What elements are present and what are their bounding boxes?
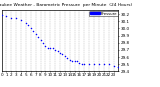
Point xyxy=(20,19,22,20)
Point xyxy=(44,45,47,46)
Point xyxy=(25,22,27,23)
Point xyxy=(51,48,54,49)
Point xyxy=(32,31,35,32)
Point xyxy=(49,48,52,49)
Point xyxy=(81,64,83,65)
Point xyxy=(39,39,42,41)
Point xyxy=(66,58,69,59)
Point xyxy=(83,64,86,65)
Point xyxy=(37,36,39,38)
Point xyxy=(107,64,110,65)
Point xyxy=(112,65,115,66)
Point xyxy=(76,61,78,62)
Point xyxy=(56,51,59,52)
Point xyxy=(103,64,105,65)
Point xyxy=(30,28,32,29)
Point xyxy=(98,64,100,65)
Point xyxy=(59,52,61,53)
Point xyxy=(117,66,120,68)
Point xyxy=(64,55,66,56)
Point xyxy=(71,61,73,62)
Point xyxy=(42,42,44,43)
Point xyxy=(15,18,17,19)
Point xyxy=(61,53,64,55)
Point xyxy=(5,15,8,17)
Point xyxy=(47,48,49,49)
Point xyxy=(34,33,37,35)
Point xyxy=(27,25,30,26)
Point xyxy=(68,59,71,61)
Point xyxy=(73,61,76,62)
Point xyxy=(78,62,81,63)
Point xyxy=(93,64,95,65)
Legend: Pressure: Pressure xyxy=(89,11,118,16)
Point xyxy=(0,15,3,16)
Text: Milwaukee Weather - Barometric Pressure  per Minute  (24 Hours): Milwaukee Weather - Barometric Pressure … xyxy=(0,3,132,7)
Point xyxy=(54,49,56,51)
Point xyxy=(88,64,91,65)
Point xyxy=(10,17,13,18)
